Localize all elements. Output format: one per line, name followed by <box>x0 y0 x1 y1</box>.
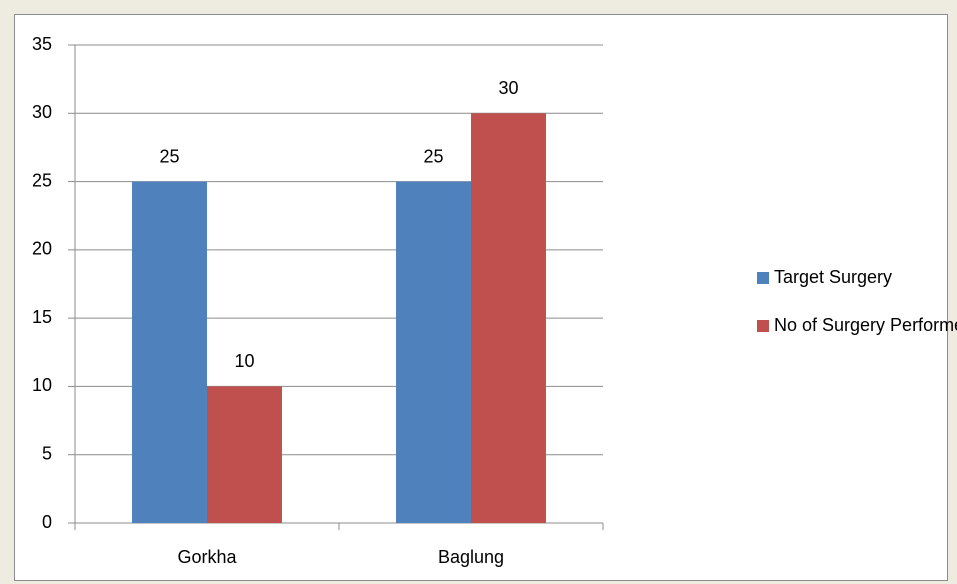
x-tick-label: Gorkha <box>177 547 237 567</box>
bar <box>207 386 282 523</box>
y-tick-label: 25 <box>32 170 52 190</box>
x-tick-label: Baglung <box>438 547 504 567</box>
legend-label: Target Surgery <box>774 267 892 287</box>
data-label: 25 <box>423 146 443 166</box>
data-label: 25 <box>159 146 179 166</box>
legend-label: No of Surgery Performed <box>774 315 957 335</box>
y-tick-label: 5 <box>42 443 52 463</box>
y-tick-label: 15 <box>32 307 52 327</box>
y-tick-label: 0 <box>42 512 52 532</box>
bar <box>471 113 546 524</box>
data-label: 30 <box>498 78 518 98</box>
legend-swatch <box>757 320 769 332</box>
y-tick-label: 20 <box>32 239 52 259</box>
bar <box>132 181 207 524</box>
y-tick-label: 35 <box>32 34 52 54</box>
y-tick-label: 30 <box>32 102 52 122</box>
legend-swatch <box>757 272 769 284</box>
y-tick-label: 10 <box>32 375 52 395</box>
data-label: 10 <box>234 351 254 371</box>
bar <box>396 181 471 524</box>
